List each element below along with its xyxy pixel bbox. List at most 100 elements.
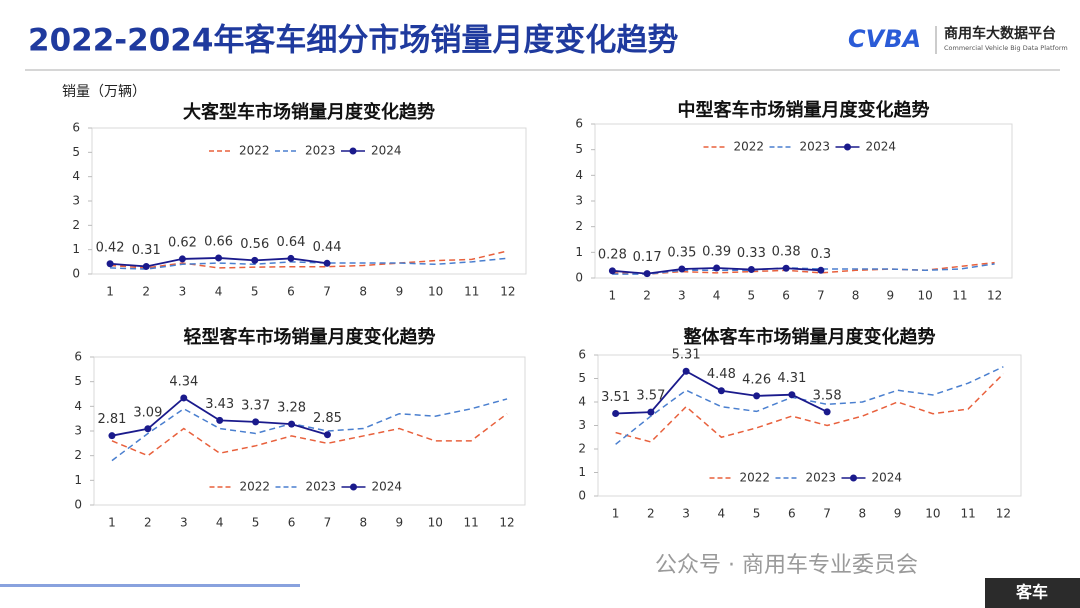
x-tick-label: 11 (952, 289, 967, 303)
y-tick-label: 1 (575, 245, 583, 259)
data-label: 0.33 (737, 246, 766, 261)
data-label: 5.31 (672, 348, 701, 363)
x-tick-label: 1 (612, 507, 620, 521)
series-line (111, 398, 508, 462)
y-tick-label: 6 (72, 121, 80, 135)
x-tick-label: 5 (252, 516, 260, 530)
data-label: 4.34 (169, 374, 198, 389)
point (144, 425, 152, 433)
legend-label: 2024 (866, 140, 897, 154)
x-tick-label: 12 (499, 516, 514, 530)
y-tick-label: 0 (72, 267, 80, 281)
x-tick-label: 10 (925, 507, 940, 521)
x-tick-label: 12 (987, 289, 1002, 303)
point (106, 260, 114, 268)
data-label: 0.62 (168, 235, 197, 250)
point (753, 392, 761, 400)
data-label: 3.43 (205, 397, 234, 412)
footer-tab-label: 客车 (1016, 583, 1048, 602)
point (251, 256, 259, 264)
logo: CVBA (848, 25, 921, 53)
point (643, 270, 651, 278)
legend-label: 2023 (305, 144, 336, 158)
point (323, 259, 331, 267)
x-tick-label: 7 (817, 289, 825, 303)
y-tick-label: 0 (74, 498, 82, 512)
y-tick-label: 4 (578, 395, 586, 409)
legend-label: 2024 (371, 144, 402, 158)
x-tick-label: 9 (894, 507, 902, 521)
y-tick-label: 6 (578, 348, 586, 362)
x-tick-label: 3 (180, 516, 188, 530)
legend-label: 2022 (734, 140, 765, 154)
x-tick-label: 1 (106, 285, 114, 299)
x-tick-label: 2 (142, 285, 150, 299)
series-line (615, 366, 1004, 445)
data-label: 0.44 (313, 240, 342, 255)
y-tick-label: 6 (74, 350, 82, 364)
data-label: 3.58 (813, 388, 842, 403)
x-tick-label: 10 (428, 285, 443, 299)
x-tick-label: 7 (323, 285, 331, 299)
y-tick-label: 2 (575, 219, 583, 233)
y-tick-label: 1 (578, 465, 586, 479)
data-label: 3.57 (636, 389, 665, 404)
series-line (110, 250, 509, 269)
x-tick-label: 3 (678, 289, 686, 303)
legend-label: 2022 (740, 471, 771, 485)
x-tick-label: 11 (464, 285, 479, 299)
point (178, 255, 186, 263)
y-tick-label: 4 (575, 168, 583, 182)
point (252, 418, 260, 426)
x-tick-label: 5 (753, 507, 761, 521)
y-tick-label: 0 (578, 489, 586, 503)
data-label: 4.48 (707, 367, 736, 382)
chart-title: 轻型客车市场销量月度变化趋势 (184, 326, 436, 348)
x-tick-label: 4 (216, 516, 224, 530)
x-tick-label: 6 (288, 516, 296, 530)
x-tick-label: 12 (500, 285, 515, 299)
legend-label: 2022 (240, 480, 271, 494)
data-label: 0.35 (667, 246, 696, 261)
x-tick-label: 7 (324, 516, 332, 530)
point (678, 265, 686, 273)
x-tick-label: 10 (917, 289, 932, 303)
y-tick-label: 3 (74, 424, 82, 438)
legend-label: 2024 (872, 471, 903, 485)
data-label: 3.09 (133, 405, 162, 420)
y-tick-label: 3 (72, 194, 80, 208)
y-tick-label: 4 (72, 169, 80, 183)
x-tick-label: 4 (713, 289, 721, 303)
y-tick-label: 5 (575, 142, 583, 156)
x-tick-label: 11 (960, 507, 975, 521)
data-label: 0.56 (240, 237, 269, 252)
point (788, 391, 796, 399)
y-tick-label: 5 (578, 371, 586, 385)
y-tick-label: 2 (74, 448, 82, 462)
point (142, 262, 150, 270)
x-tick-label: 9 (887, 289, 895, 303)
data-label: 0.3 (811, 247, 832, 262)
series-line (612, 261, 995, 275)
data-label: 2.81 (97, 412, 126, 427)
y-tick-label: 2 (578, 442, 586, 456)
x-tick-label: 6 (782, 289, 790, 303)
data-label: 3.37 (241, 398, 270, 413)
point (823, 408, 831, 416)
y-tick-label: 2 (72, 218, 80, 232)
x-tick-label: 8 (859, 507, 867, 521)
series-line (615, 373, 1004, 443)
y-axis-label: 销量（万辆） (62, 84, 146, 100)
x-tick-label: 4 (215, 285, 223, 299)
point (647, 408, 655, 416)
x-tick-label: 12 (996, 507, 1011, 521)
point (817, 266, 825, 274)
y-tick-label: 3 (578, 418, 586, 432)
point (216, 416, 224, 424)
x-tick-label: 3 (682, 507, 690, 521)
point (747, 266, 755, 274)
data-label: 3.28 (277, 401, 306, 416)
x-tick-label: 10 (428, 516, 443, 530)
legend-label: 2023 (806, 471, 837, 485)
